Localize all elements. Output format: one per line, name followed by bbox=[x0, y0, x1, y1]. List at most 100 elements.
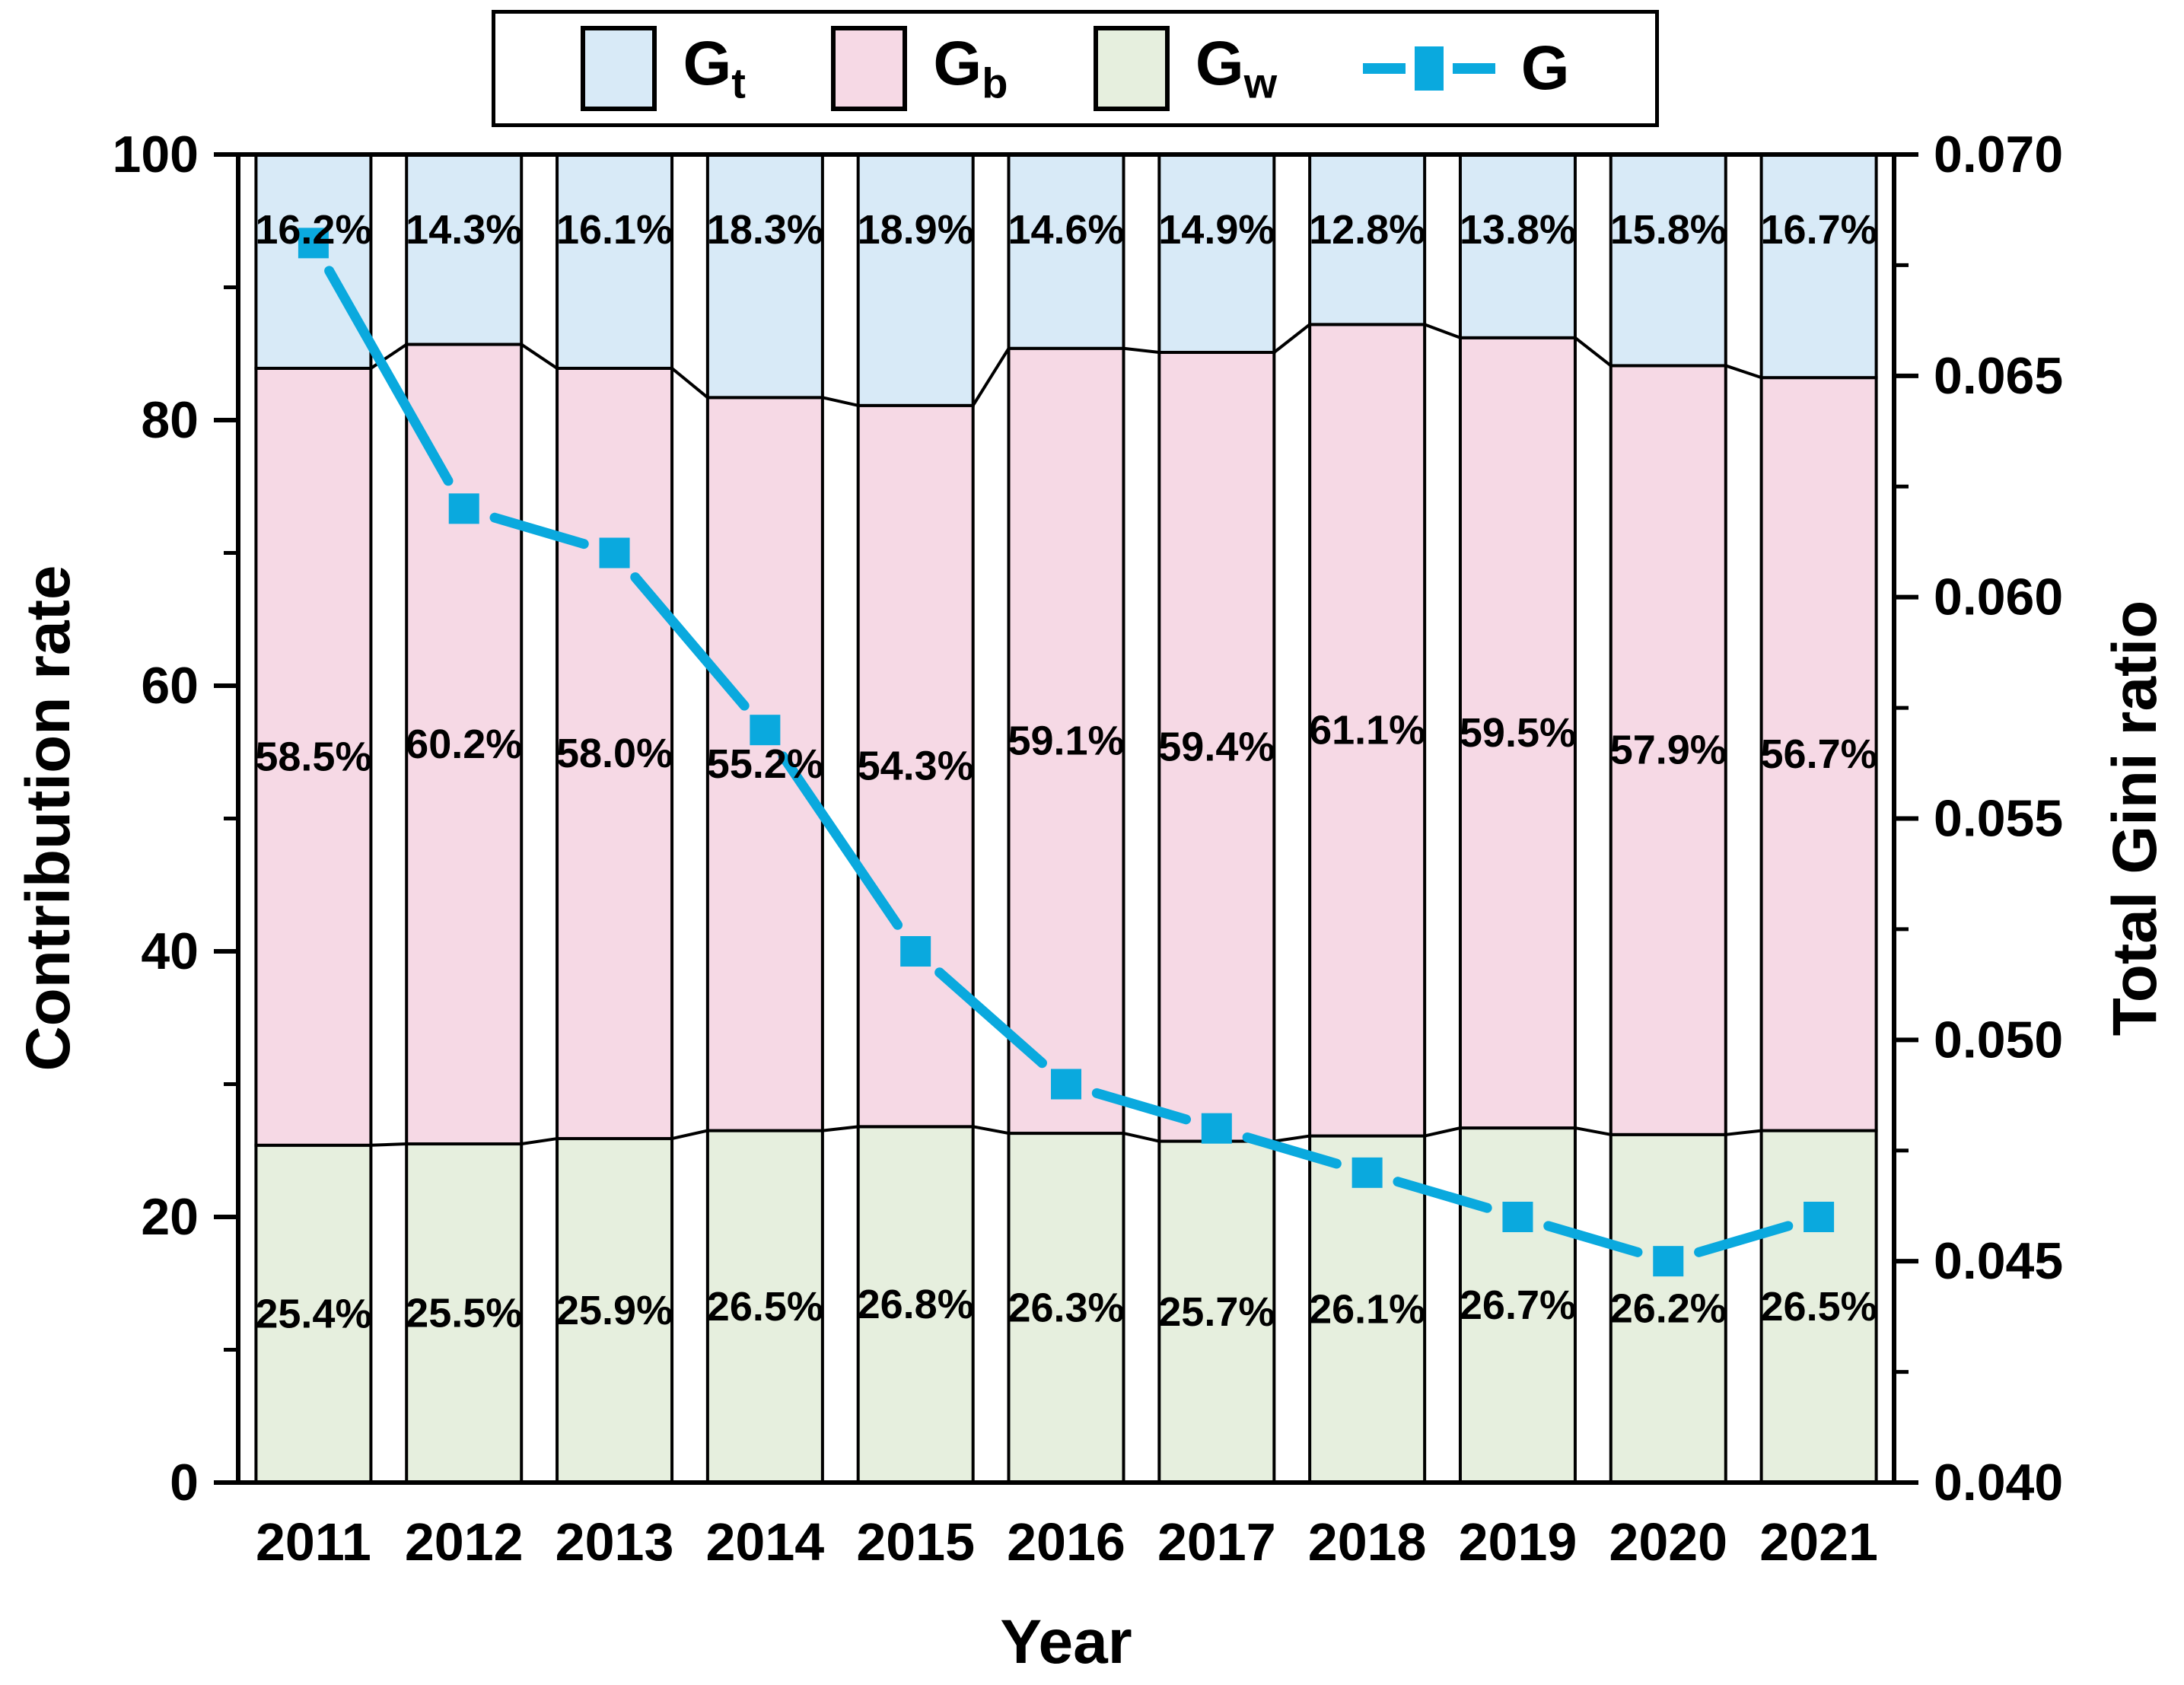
value-label-gb-2013: 58.0% bbox=[556, 731, 673, 776]
bar-segment-gw-2018 bbox=[1308, 1134, 1427, 1485]
g-line-segment bbox=[1694, 1221, 1794, 1257]
right-axis-tick-label: 0.040 bbox=[1934, 1454, 2063, 1511]
connector-gb bbox=[1273, 323, 1311, 354]
value-label-gb-2015: 54.3% bbox=[858, 744, 974, 789]
x-tick-label-2012: 2012 bbox=[405, 1512, 524, 1572]
line-marker-icon bbox=[1362, 46, 1495, 91]
value-label-gw-2016: 26.3% bbox=[1008, 1285, 1124, 1331]
bar-segment-gt-2013 bbox=[556, 153, 674, 370]
x-tick-label-2011: 2011 bbox=[256, 1512, 371, 1572]
right-axis-tick-label: 0.050 bbox=[1934, 1011, 2063, 1069]
x-axis-title: Year bbox=[1000, 1607, 1132, 1677]
connector-gw bbox=[1725, 1129, 1762, 1136]
legend-label-gb: Gb bbox=[933, 28, 1008, 107]
value-label-gw-2021: 26.5% bbox=[1761, 1284, 1877, 1330]
legend-item-gb: Gb bbox=[831, 26, 1008, 111]
g-line-segment bbox=[1543, 1221, 1643, 1257]
value-label-gw-2019: 26.7% bbox=[1460, 1282, 1576, 1328]
bar-segment-gb-2013 bbox=[556, 366, 674, 1141]
value-label-gt-2019: 13.8% bbox=[1460, 207, 1576, 253]
g-marker-2013 bbox=[599, 537, 630, 569]
bar-segment-gw-2011 bbox=[254, 1143, 373, 1485]
connector-gw bbox=[1123, 1132, 1160, 1143]
x-tick-label-2015: 2015 bbox=[856, 1512, 975, 1572]
connector-gw bbox=[1424, 1126, 1461, 1138]
right-axis-tick-label: 0.055 bbox=[1934, 790, 2063, 848]
value-label-gb-2012: 60.2% bbox=[406, 721, 522, 767]
connector-gw bbox=[371, 1142, 407, 1147]
value-label-gw-2012: 25.5% bbox=[406, 1291, 522, 1336]
value-label-gt-2017: 14.9% bbox=[1158, 207, 1275, 253]
bar-segment-gb-2020 bbox=[1609, 364, 1727, 1136]
value-label-gb-2014: 55.2% bbox=[707, 741, 823, 787]
value-label-gw-2017: 25.7% bbox=[1158, 1289, 1275, 1335]
legend-item-gt: Gt bbox=[581, 26, 746, 111]
value-label-gt-2021: 16.7% bbox=[1761, 207, 1877, 253]
left-axis-tick-label: 0 bbox=[170, 1454, 199, 1511]
right-axis-tick-label: 0.060 bbox=[1934, 569, 2063, 626]
connector-gw bbox=[1274, 1134, 1310, 1143]
value-label-gt-2011: 16.2% bbox=[255, 207, 371, 253]
g-line-segment bbox=[324, 266, 454, 486]
connector-gb bbox=[1123, 346, 1160, 354]
connector-gb bbox=[1574, 336, 1613, 368]
connector-gw bbox=[822, 1125, 858, 1132]
value-label-gw-2018: 26.1% bbox=[1309, 1286, 1425, 1332]
right-axis-title: Total Gini ratio bbox=[2100, 600, 2170, 1037]
value-label-gw-2011: 25.4% bbox=[255, 1291, 371, 1336]
x-tick-label-2020: 2020 bbox=[1609, 1512, 1727, 1572]
legend-swatch-gw bbox=[1093, 26, 1170, 111]
left-axis-tick-label: 100 bbox=[113, 126, 199, 183]
g-line-segment bbox=[1393, 1177, 1492, 1213]
g-marker-2016 bbox=[1051, 1069, 1081, 1100]
value-label-gb-2011: 58.5% bbox=[255, 734, 371, 779]
bar-segment-gb-2018 bbox=[1308, 323, 1427, 1138]
value-label-gb-2020: 57.9% bbox=[1610, 728, 1727, 773]
connector-gb bbox=[521, 342, 559, 370]
value-label-gt-2012: 14.3% bbox=[406, 207, 522, 253]
bar-segment-gb-2011 bbox=[254, 366, 373, 1147]
bar-segment-gb-2016 bbox=[1007, 346, 1125, 1136]
bar-segment-gt-2018 bbox=[1308, 153, 1427, 326]
connector-gb bbox=[1725, 364, 1762, 380]
value-label-gt-2020: 15.8% bbox=[1610, 207, 1727, 253]
legend-label-gw: Gw bbox=[1195, 28, 1278, 107]
g-marker-2017 bbox=[1201, 1113, 1232, 1144]
connector-gw bbox=[521, 1137, 558, 1146]
x-tick-label-2019: 2019 bbox=[1459, 1512, 1578, 1572]
legend-swatch-gt bbox=[581, 26, 657, 111]
bar-segment-gt-2014 bbox=[705, 153, 824, 400]
left-axis-tick-label: 80 bbox=[141, 391, 199, 449]
x-tick-label-2021: 2021 bbox=[1759, 1512, 1878, 1572]
connector-gw bbox=[671, 1129, 708, 1140]
g-line-segment bbox=[934, 967, 1048, 1069]
left-axis-title: Contribution rate bbox=[14, 565, 83, 1072]
value-label-gw-2014: 26.5% bbox=[707, 1284, 823, 1330]
right-axis-tick-label: 0.045 bbox=[1934, 1232, 2063, 1290]
bar-segment-gb-2021 bbox=[1759, 376, 1878, 1132]
legend-swatch-gb bbox=[831, 26, 908, 111]
connector-gb bbox=[971, 347, 1011, 406]
x-tick-label-2014: 2014 bbox=[705, 1512, 824, 1572]
bar-segment-gw-2013 bbox=[556, 1137, 674, 1485]
g-marker-2020 bbox=[1653, 1246, 1684, 1277]
value-label-gb-2021: 56.7% bbox=[1761, 731, 1877, 777]
bar-segment-gw-2020 bbox=[1609, 1132, 1727, 1485]
value-label-gw-2015: 26.8% bbox=[858, 1282, 974, 1327]
bar-segment-gb-2019 bbox=[1458, 336, 1577, 1130]
right-axis-tick-label: 0.070 bbox=[1934, 126, 2063, 183]
connector-gw bbox=[973, 1125, 1009, 1136]
connector-gb bbox=[1424, 323, 1461, 339]
g-line-segment bbox=[778, 751, 903, 930]
value-label-gw-2013: 25.9% bbox=[556, 1288, 673, 1333]
legend-label-gt: Gt bbox=[683, 28, 746, 107]
value-label-gb-2019: 59.5% bbox=[1460, 710, 1576, 756]
value-label-gw-2020: 26.2% bbox=[1610, 1285, 1727, 1331]
x-tick-label-2013: 2013 bbox=[556, 1512, 674, 1572]
bar-segment-gt-2017 bbox=[1157, 153, 1276, 355]
g-line-segment bbox=[489, 512, 589, 549]
value-label-gb-2017: 59.4% bbox=[1158, 724, 1275, 769]
g-marker-2014 bbox=[750, 715, 781, 746]
x-tick-label-2018: 2018 bbox=[1308, 1512, 1427, 1572]
x-tick-label-2016: 2016 bbox=[1007, 1512, 1125, 1572]
